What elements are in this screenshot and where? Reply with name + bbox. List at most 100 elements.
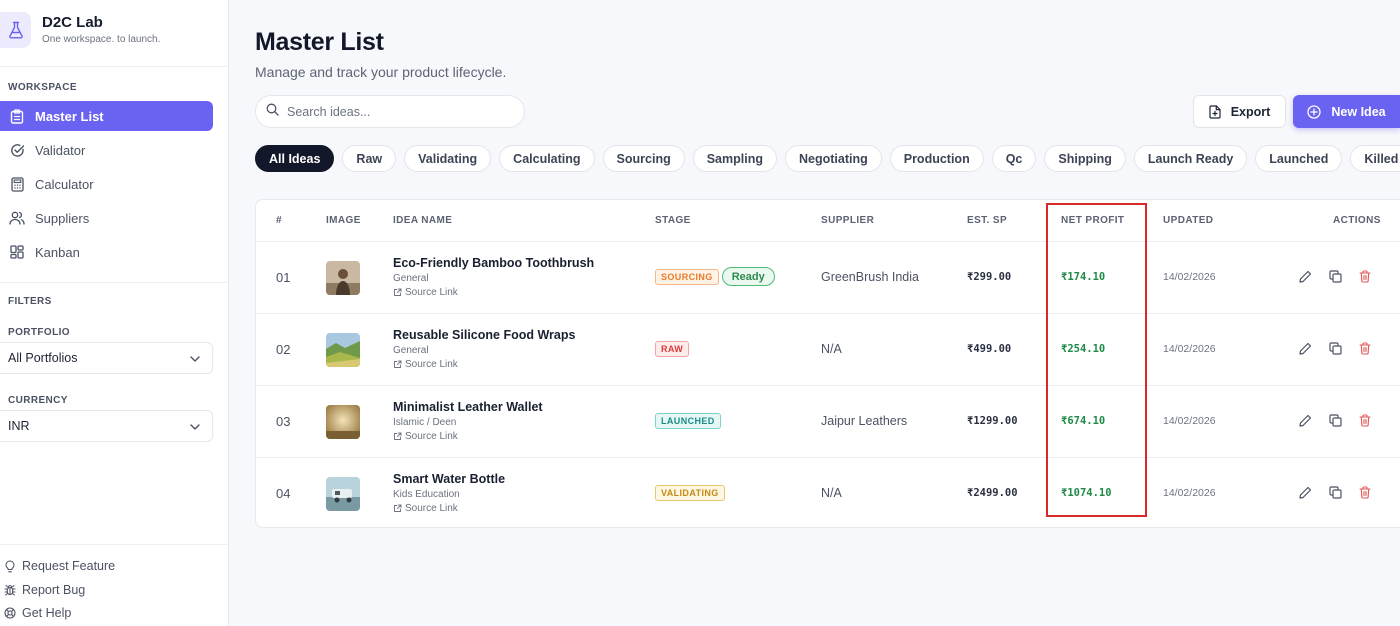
edit-pencil-icon[interactable] <box>1297 268 1313 284</box>
table-row[interactable]: 02 Reusable Silicone Food Wraps General … <box>256 314 1400 386</box>
source-link[interactable]: Source Link <box>393 430 543 443</box>
duplicate-copy-icon[interactable] <box>1327 484 1343 500</box>
help-buoy-icon <box>4 607 16 619</box>
currency-label: CURRENCY <box>8 395 68 406</box>
supplier-name: N/A <box>821 486 842 500</box>
sidebar-item-master-list[interactable]: Master List <box>0 101 213 131</box>
supplier-name: Jaipur Leathers <box>821 414 908 428</box>
filter-pill-production[interactable]: Production <box>889 145 984 172</box>
source-link[interactable]: Source Link <box>393 286 594 299</box>
table-row[interactable]: 03 Minimalist Leather Wallet Islamic / D… <box>256 386 1400 458</box>
stage-badge: LAUNCHED <box>655 413 721 429</box>
idea-category: General <box>393 345 429 356</box>
stage-badge: SOURCING <box>655 268 719 285</box>
filter-pill-sampling[interactable]: Sampling <box>692 145 777 172</box>
sidebar-item-calculator[interactable]: Calculator <box>0 169 213 199</box>
idea-name[interactable]: Eco-Friendly Bamboo Toothbrush <box>393 256 595 270</box>
sidebar-item-label: Validator <box>35 142 86 158</box>
ideas-table: # IMAGE IDEA NAME STAGE SUPPLIER EST. SP… <box>255 199 1400 528</box>
edit-pencil-icon[interactable] <box>1297 484 1313 500</box>
delete-trash-icon[interactable] <box>1357 268 1373 284</box>
duplicate-copy-icon[interactable] <box>1327 268 1343 284</box>
report-bug-label: Report Bug <box>22 583 86 597</box>
filter-pill-raw[interactable]: Raw <box>342 145 397 172</box>
sidebar-divider <box>0 282 229 283</box>
export-button[interactable]: Export <box>1193 95 1286 128</box>
est-sp-value: ₹299.00 <box>967 271 1012 283</box>
bug-icon <box>4 584 16 596</box>
column-header-supplier: SUPPLIER <box>821 215 875 226</box>
net-profit-value: ₹254.10 <box>1061 343 1106 355</box>
filter-pill-all-ideas[interactable]: All Ideas <box>255 145 335 172</box>
idea-name[interactable]: Smart Water Bottle <box>393 472 506 486</box>
source-link[interactable]: Source Link <box>393 502 505 515</box>
column-header-net-profit: NET PROFIT <box>1061 215 1125 226</box>
sidebar: D2C Lab One workspace. to launch. WORKSP… <box>0 0 229 626</box>
column-header-image: IMAGE <box>326 215 361 226</box>
updated-date: 14/02/2026 <box>1163 271 1216 283</box>
row-number: 02 <box>276 342 291 357</box>
idea-info: Eco-Friendly Bamboo Toothbrush General S… <box>393 256 594 299</box>
filter-pill-negotiating[interactable]: Negotiating <box>784 145 882 172</box>
net-profit-value: ₹174.10 <box>1061 271 1106 283</box>
get-help-link[interactable]: Get Help <box>4 606 71 620</box>
search-icon <box>266 103 279 121</box>
portfolio-select[interactable]: All Portfolios <box>0 342 213 374</box>
source-link[interactable]: Source Link <box>393 358 575 371</box>
request-feature-link[interactable]: Request Feature <box>4 559 115 573</box>
search-input[interactable] <box>287 104 507 119</box>
sidebar-item-suppliers[interactable]: Suppliers <box>0 203 213 233</box>
chevron-down-icon <box>190 351 200 365</box>
row-number: 01 <box>276 270 291 285</box>
edit-pencil-icon[interactable] <box>1297 340 1313 356</box>
filter-pill-launched[interactable]: Launched <box>1255 145 1343 172</box>
kanban-icon <box>9 244 25 260</box>
filter-pill-qc[interactable]: Qc <box>991 145 1037 172</box>
page-title: Master List <box>255 28 384 56</box>
delete-trash-icon[interactable] <box>1357 412 1373 428</box>
row-actions <box>1297 412 1387 428</box>
filter-pill-launch-ready[interactable]: Launch Ready <box>1133 145 1248 172</box>
row-actions <box>1297 484 1387 500</box>
stage-badge: RAW <box>655 341 690 357</box>
idea-name[interactable]: Minimalist Leather Wallet <box>393 400 543 414</box>
edit-pencil-icon[interactable] <box>1297 412 1313 428</box>
delete-trash-icon[interactable] <box>1357 340 1373 356</box>
table-row[interactable]: 01 Eco-Friendly Bamboo Toothbrush Genera… <box>256 242 1400 314</box>
brand-name: D2C Lab <box>42 13 103 31</box>
stage-cell: RAW <box>655 341 690 357</box>
filter-pill-killed[interactable]: Killed <box>1350 145 1400 172</box>
filter-pill-shipping[interactable]: Shipping <box>1044 145 1126 172</box>
column-header-idea-name: IDEA NAME <box>393 215 453 226</box>
clipboard-icon <box>9 108 25 124</box>
external-link-icon <box>393 432 402 441</box>
est-sp-value: ₹499.00 <box>967 343 1012 355</box>
filter-pill-calculating[interactable]: Calculating <box>499 145 595 172</box>
brand-tagline: One workspace. to launch. <box>42 33 161 45</box>
duplicate-copy-icon[interactable] <box>1327 412 1343 428</box>
idea-category: General <box>393 273 429 284</box>
external-link-icon <box>393 360 402 369</box>
delete-trash-icon[interactable] <box>1357 484 1373 500</box>
sidebar-item-label: Kanban <box>35 244 80 260</box>
request-feature-label: Request Feature <box>22 559 116 573</box>
table-row[interactable]: 04 Smart Water Bottle Kids Education Sou… <box>256 458 1400 527</box>
row-actions <box>1297 268 1387 284</box>
new-idea-button[interactable]: New Idea <box>1293 95 1400 128</box>
report-bug-link[interactable]: Report Bug <box>4 583 85 597</box>
column-header-number: # <box>276 215 282 226</box>
duplicate-copy-icon[interactable] <box>1327 340 1343 356</box>
idea-name[interactable]: Reusable Silicone Food Wraps <box>393 328 576 342</box>
idea-category: Islamic / Deen <box>393 417 457 428</box>
net-profit-value: ₹674.10 <box>1061 415 1106 427</box>
sidebar-item-kanban[interactable]: Kanban <box>0 237 213 267</box>
file-export-icon <box>1209 104 1221 119</box>
sidebar-item-validator[interactable]: Validator <box>0 135 213 165</box>
source-link-label: Source Link <box>405 359 458 370</box>
get-help-label: Get Help <box>22 606 72 620</box>
filter-pill-validating[interactable]: Validating <box>404 145 492 172</box>
filter-pill-sourcing[interactable]: Sourcing <box>602 145 685 172</box>
currency-select[interactable]: INR <box>0 410 213 442</box>
updated-date: 14/02/2026 <box>1163 487 1216 499</box>
export-label: Export <box>1230 104 1271 119</box>
